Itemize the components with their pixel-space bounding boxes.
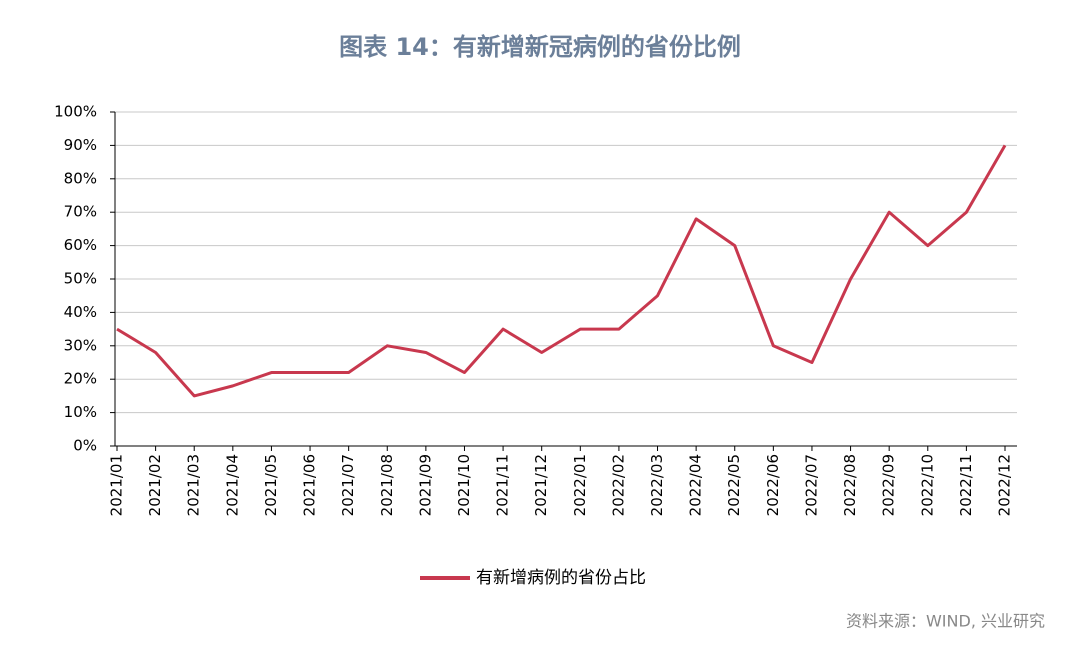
x-tick-label: 2021/06 [301, 454, 319, 516]
chart-title: 图表 14：有新增新冠病例的省份比例 [339, 33, 741, 61]
x-tick-label: 2022/10 [918, 454, 936, 516]
x-tick-label: 2022/08 [841, 454, 859, 516]
x-tick-label: 2021/05 [262, 454, 280, 516]
x-tick-label: 2022/07 [802, 454, 820, 516]
x-tick-label: 2022/05 [725, 454, 743, 516]
y-tick-label: 0% [73, 437, 97, 455]
x-tick-label: 2021/08 [378, 454, 396, 516]
x-tick-label: 2021/12 [532, 454, 550, 516]
x-tick-label: 2022/09 [880, 454, 898, 516]
x-tick-label: 2022/04 [687, 454, 705, 516]
source-note: 资料来源：WIND, 兴业研究 [846, 612, 1045, 631]
x-tick-label: 2022/03 [648, 454, 666, 516]
x-tick-label: 2021/10 [455, 454, 473, 516]
x-tick-label: 2021/07 [339, 454, 357, 516]
x-tick-label: 2022/01 [571, 454, 589, 516]
y-tick-label: 80% [64, 169, 97, 187]
x-tick-label: 2022/02 [609, 454, 627, 516]
y-tick-label: 20% [64, 370, 97, 388]
x-tick-label: 2021/02 [146, 454, 164, 516]
x-tick-label: 2021/04 [223, 454, 241, 516]
y-tick-label: 40% [64, 303, 97, 321]
y-tick-label: 60% [64, 236, 97, 254]
x-tick-label: 2021/01 [108, 454, 126, 516]
x-tick-label: 2021/03 [185, 454, 203, 516]
legend-label: 有新增病例的省份占比 [476, 568, 646, 588]
x-tick-label: 2022/06 [764, 454, 782, 516]
y-tick-label: 100% [54, 103, 97, 121]
data-line [116, 144, 1007, 398]
x-tick-label: 2022/12 [996, 454, 1014, 516]
x-tick-label: 2021/09 [416, 454, 434, 516]
x-tick-label: 2022/11 [957, 454, 975, 516]
y-tick-label: 30% [64, 336, 97, 354]
y-tick-label: 50% [64, 270, 97, 288]
y-tick-label: 70% [64, 203, 97, 221]
x-tick-label: 2021/11 [494, 454, 512, 516]
y-tick-label: 90% [64, 136, 97, 154]
y-tick-label: 10% [64, 403, 97, 421]
